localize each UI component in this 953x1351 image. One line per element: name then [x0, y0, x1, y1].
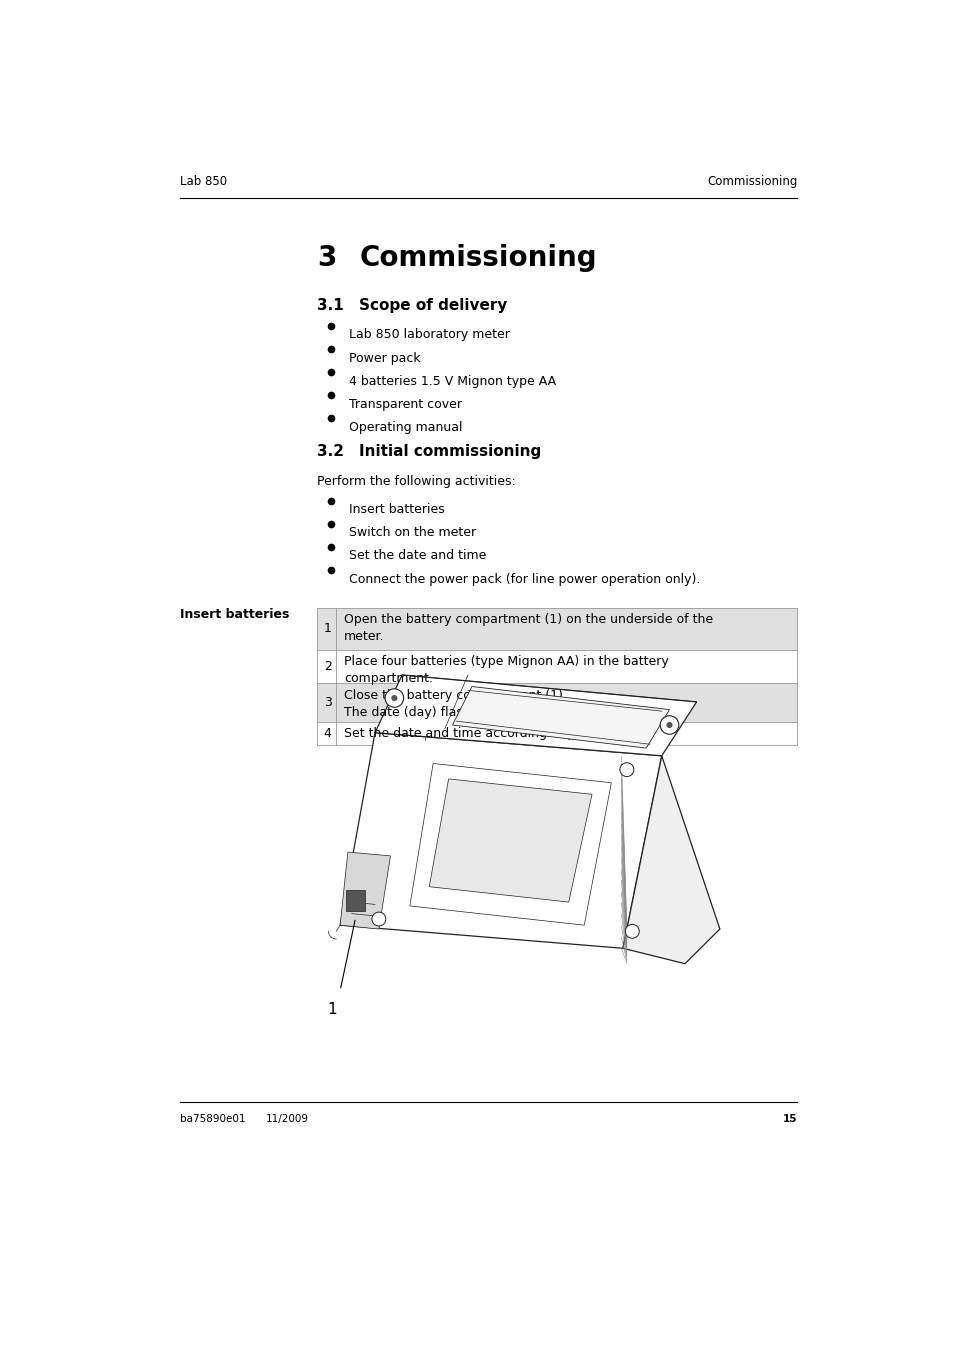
Text: Commissioning: Commissioning — [706, 174, 797, 188]
Text: 3: 3 — [316, 243, 335, 272]
Text: Power pack: Power pack — [349, 351, 420, 365]
Text: Place four batteries (type Mignon AA) in the battery
compartment.: Place four batteries (type Mignon AA) in… — [344, 655, 668, 685]
Polygon shape — [375, 676, 696, 755]
Text: Perform the following activities:: Perform the following activities: — [316, 474, 515, 488]
Text: Operating manual: Operating manual — [349, 422, 462, 434]
Text: Scope of delivery: Scope of delivery — [359, 297, 507, 312]
Polygon shape — [429, 780, 592, 902]
Polygon shape — [340, 852, 390, 929]
Text: Transparent cover: Transparent cover — [349, 397, 462, 411]
Bar — [316, 608, 797, 650]
Text: Open the battery compartment (1) on the underside of the
meter.: Open the battery compartment (1) on the … — [344, 613, 713, 643]
Bar — [345, 890, 365, 912]
Bar — [316, 684, 797, 721]
Circle shape — [619, 763, 633, 777]
Text: 4: 4 — [323, 727, 332, 740]
Polygon shape — [410, 763, 611, 925]
Polygon shape — [622, 755, 720, 963]
Circle shape — [666, 721, 672, 728]
Text: Set the date and time: Set the date and time — [349, 550, 486, 562]
Text: 3.1: 3.1 — [316, 297, 343, 312]
Polygon shape — [452, 686, 669, 748]
Text: 11/2009: 11/2009 — [266, 1113, 309, 1124]
Text: Set the date and time according to page 43.: Set the date and time according to page … — [344, 727, 622, 740]
Text: 1: 1 — [327, 1002, 336, 1017]
Text: 3.2: 3.2 — [316, 444, 343, 459]
Polygon shape — [340, 732, 661, 948]
Text: 4 batteries 1.5 V Mignon type AA: 4 batteries 1.5 V Mignon type AA — [349, 374, 556, 388]
Text: Connect the power pack (for line power operation only).: Connect the power pack (for line power o… — [349, 573, 700, 585]
Circle shape — [659, 716, 679, 734]
Text: Switch on the meter: Switch on the meter — [349, 527, 476, 539]
Text: 1: 1 — [323, 623, 332, 635]
Circle shape — [391, 694, 397, 701]
Text: 2: 2 — [323, 661, 332, 673]
Circle shape — [372, 912, 385, 925]
Text: Initial commissioning: Initial commissioning — [359, 444, 541, 459]
Text: 15: 15 — [782, 1113, 797, 1124]
Text: Insert batteries: Insert batteries — [349, 503, 445, 516]
Text: Commissioning: Commissioning — [359, 243, 597, 272]
Text: Lab 850: Lab 850 — [180, 174, 228, 188]
Text: Close the battery compartment (1).
The date (day) flashes in the display.: Close the battery compartment (1). The d… — [344, 689, 575, 719]
Text: 3: 3 — [323, 696, 332, 709]
Text: ba75890e01: ba75890e01 — [180, 1113, 246, 1124]
Circle shape — [385, 689, 403, 708]
Text: Insert batteries: Insert batteries — [180, 608, 290, 621]
Text: Lab 850 laboratory meter: Lab 850 laboratory meter — [349, 328, 510, 342]
Circle shape — [624, 924, 639, 939]
